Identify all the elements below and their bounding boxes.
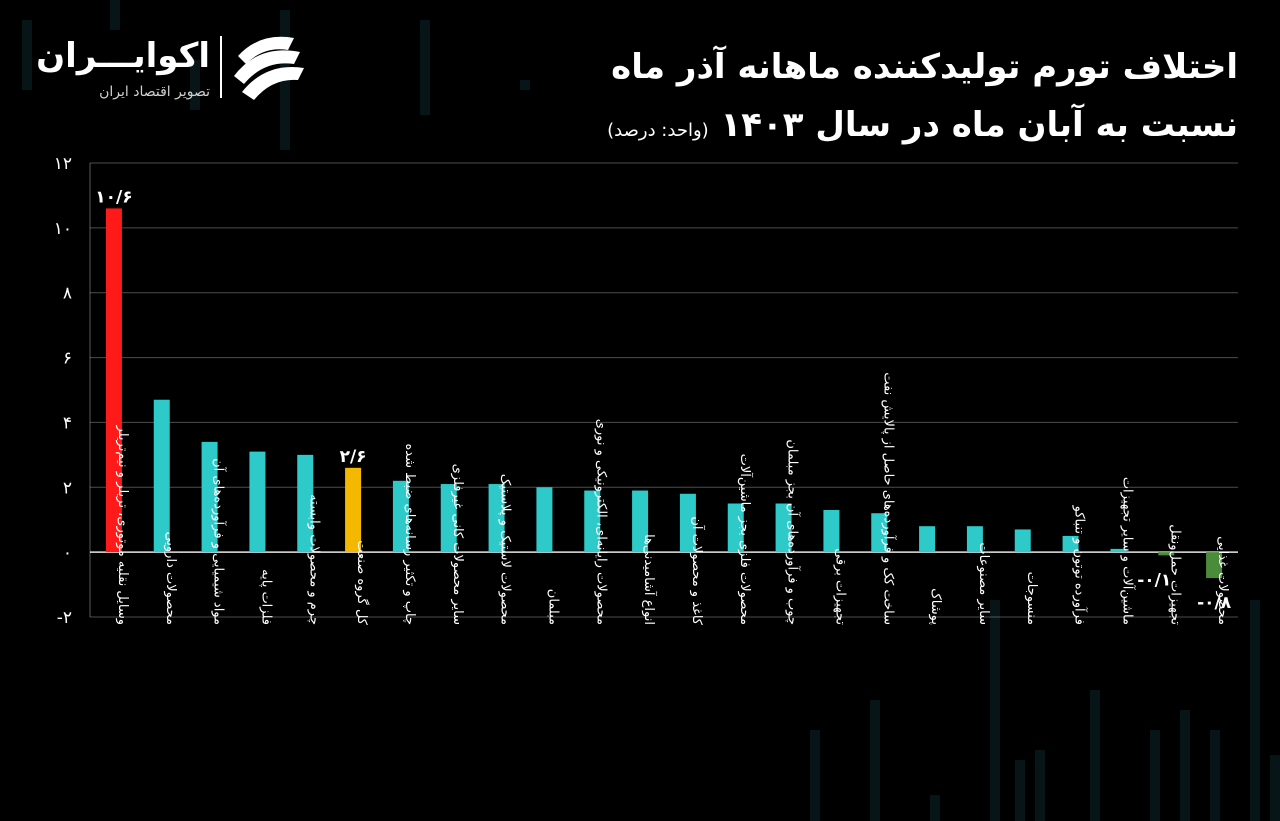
background-bar-16	[1250, 600, 1260, 821]
background-bar-12	[1090, 690, 1100, 821]
chart-title-line1: اختلاف تورم تولیدکننده ماهانه آذر ماه	[611, 47, 1238, 87]
brand-name: اکوایـــران	[36, 36, 210, 76]
background-bar-2	[190, 60, 200, 110]
bar-16	[871, 513, 888, 553]
bar-3	[249, 451, 266, 553]
category-label: محصولات فلزی بجز ماشین‌آلات	[737, 454, 754, 625]
category-label: پوشاک	[928, 588, 943, 625]
y-tick-label: ۱۰	[54, 219, 72, 239]
category-label: چاپ و تکثیر رسانه‌های ضبط شده	[402, 443, 417, 625]
bar-8	[488, 484, 505, 553]
bar-7	[440, 484, 457, 553]
chart-unit: (واحد: درصد)	[607, 120, 709, 141]
background-bar-1	[110, 0, 120, 30]
y-tick-label: ۸	[63, 284, 72, 304]
bar-4	[297, 454, 314, 553]
background-bar-14	[1180, 710, 1190, 821]
bar-12	[679, 493, 696, 553]
bar-0	[105, 208, 122, 553]
chart-title-line2: نسبت به آبان ماه در سال ۱۴۰۳ (واحد: درصد…	[478, 96, 1238, 160]
y-tick-label: -۲	[57, 608, 72, 628]
background-bar-8	[930, 795, 940, 821]
background-bar-5	[520, 80, 530, 90]
category-label: فلزات پایه	[258, 569, 273, 625]
category-label: محصولات لاستیک و پلاستیک	[498, 474, 513, 625]
data-label: -۰/۸	[1197, 593, 1232, 613]
y-tick-label: ۲	[63, 478, 72, 498]
background-bar-4	[420, 20, 430, 115]
category-label: چوب و فرآورده‌های آن بجز مبلمان	[785, 439, 802, 625]
category-label: کاغذ و محصولات آن	[689, 516, 706, 625]
category-label: ساخت کک و فرآورده‌های حاصل از پالایش نفت	[880, 372, 897, 625]
bar-6	[392, 480, 409, 553]
category-label: وسایل نقلیه موتوری، تریلر و نیم‌تریلر	[115, 424, 130, 625]
background-bar-15	[1210, 730, 1220, 821]
category-label: کل گروه صنعت	[354, 540, 370, 626]
bar-2	[201, 441, 218, 553]
background-bar-11	[1035, 750, 1045, 821]
category-label: چرم و محصولات وابسته	[306, 494, 321, 625]
category-label: منسوجات	[1024, 572, 1039, 625]
bar-1	[153, 399, 170, 553]
brand-mark-icon	[234, 36, 304, 100]
y-tick-label: ۰	[63, 543, 72, 563]
category-label: مبلمان	[545, 589, 560, 625]
background-bar-10	[1015, 760, 1025, 821]
bar-23	[1206, 552, 1223, 579]
bar-18	[966, 526, 983, 553]
background-bar-13	[1150, 730, 1160, 821]
bar-13	[727, 503, 744, 553]
data-label: ۲/۶	[340, 447, 367, 467]
y-tick-label: ۱۲	[54, 154, 72, 174]
category-label: تجهیزات برقی	[832, 548, 847, 625]
category-label: محصولات دارویی	[163, 531, 178, 625]
category-label: محصولات غذایی	[1215, 536, 1230, 625]
bar-15	[823, 509, 840, 553]
bar-19	[1014, 529, 1031, 553]
bar-20	[1062, 535, 1079, 553]
bar-11	[632, 490, 649, 553]
category-label: فرآورده توتون و تنباکو	[1072, 505, 1089, 625]
category-label: سایر مصنوعات	[976, 542, 991, 625]
data-label: ۱۰/۶	[95, 187, 132, 207]
background-bar-7	[870, 700, 880, 821]
bar-21	[1110, 548, 1127, 553]
background-bar-6	[810, 730, 820, 821]
chart-title: اختلاف تورم تولیدکننده ماهانه آذر ماه نس…	[478, 38, 1238, 160]
chart-title-line2-text: نسبت به آبان ماه در سال ۱۴۰۳	[720, 105, 1238, 145]
logo-divider	[220, 36, 222, 98]
category-label: ماشین‌آلات و سایر تجهیزات	[1119, 477, 1136, 625]
y-tick-label: ۶	[63, 349, 72, 369]
bar-10	[584, 490, 601, 553]
y-tick-label: ۴	[63, 413, 72, 433]
background-bar-9	[990, 600, 1000, 821]
category-label: محصولات رایانه‌ای، الکترونیکی و نوری	[593, 419, 608, 625]
category-label: سایر محصولات کانی غیرفلزی	[450, 464, 465, 625]
bar-5	[345, 467, 362, 553]
bar-9	[536, 487, 553, 553]
bar-22	[1158, 552, 1175, 556]
category-label: انواع آشامیدنی‌ها	[641, 534, 658, 625]
bar-17	[919, 526, 936, 553]
category-label: مواد شیمیایی و فرآورده‌های آن	[211, 458, 228, 625]
background-bar-0	[22, 20, 32, 90]
brand-logo: اکوایـــران تصویر اقتصاد ایران	[36, 30, 320, 110]
bar-14	[775, 503, 792, 553]
background-bar-17	[1270, 755, 1280, 821]
category-label: تجهیزات حمل‌ونقل	[1167, 524, 1182, 625]
brand-tagline: تصویر اقتصاد ایران	[99, 84, 210, 100]
data-label: -۰/۱	[1137, 570, 1171, 590]
